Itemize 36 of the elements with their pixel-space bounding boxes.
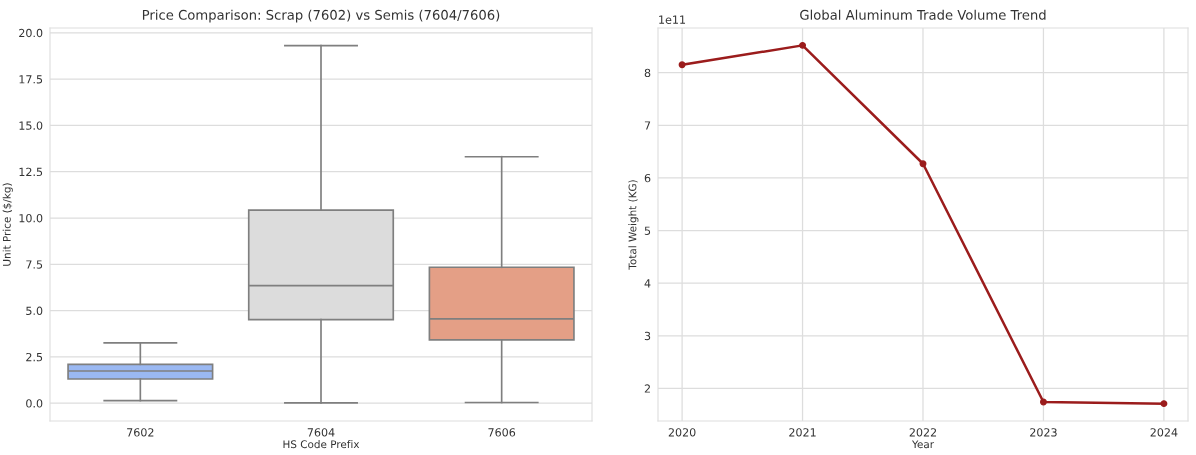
point: [678, 61, 686, 69]
x-tick-label: 2021: [789, 428, 816, 437]
y-tick-label: 6: [644, 173, 651, 183]
y-tick-label: 7: [644, 121, 651, 130]
y-tick-label: 5.0: [26, 306, 43, 315]
y-tick-label: 20.0: [19, 28, 43, 38]
x-tick-label: 2020: [668, 428, 696, 437]
x-axis-title: Year: [911, 440, 935, 449]
y-tick-label: 10.0: [19, 213, 43, 223]
y-tick-label: 7.5: [26, 260, 43, 269]
y-tick-label: 2.5: [26, 352, 43, 362]
y-tick-label: 2: [644, 384, 650, 393]
y-tick-label: 3: [644, 331, 651, 341]
chart-title: Price Comparison: Scrap (7602) vs Semis (7604/7606): [142, 9, 500, 23]
point: [1039, 398, 1047, 406]
y-tick-label: 5: [644, 226, 651, 235]
text: 1e11: [659, 15, 686, 24]
x-axis-title: HS Code Prefix: [283, 440, 360, 449]
chart-title: Global Aluminum Trade Volume Trend: [800, 9, 1046, 20]
x-tick-label: 2023: [1030, 428, 1057, 437]
y-axis-title: Unit Price ($/kg): [2, 183, 13, 266]
x-tick-label: 2022: [909, 428, 937, 437]
x-tick-label: 7602: [127, 428, 154, 437]
point: [1160, 400, 1168, 408]
x-tick-label: 7604: [307, 428, 335, 437]
y-axis-title: Total Weight (KG): [628, 180, 639, 270]
y-tick-label: 0.0: [26, 399, 43, 408]
y-tick-label: 4: [644, 279, 651, 288]
point: [919, 160, 927, 168]
x-tick-label: 7606: [488, 428, 516, 437]
point: [799, 41, 807, 49]
y-tick-label: 12.5: [19, 167, 43, 177]
y-tick-label: 8: [644, 68, 651, 78]
y-tick-label: 17.5: [19, 75, 43, 84]
x-tick-label: 2024: [1150, 428, 1178, 437]
y-tick-label: 15.0: [19, 121, 43, 130]
